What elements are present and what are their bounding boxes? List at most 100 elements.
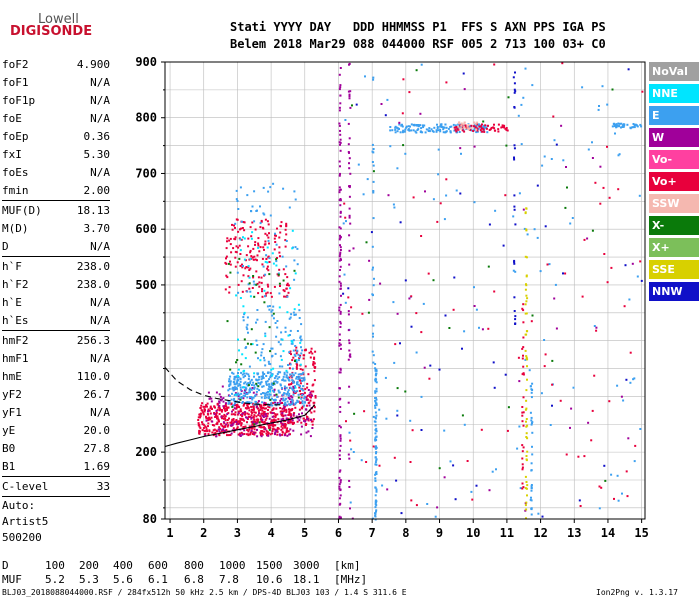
echo-point — [351, 104, 353, 107]
echo-point — [470, 127, 473, 130]
param-row: yF1 N/A — [2, 404, 110, 422]
echo-point — [245, 326, 248, 329]
echo-point — [225, 405, 228, 408]
echo-point — [294, 403, 297, 406]
echo-point — [339, 326, 342, 328]
echo-point — [344, 216, 347, 219]
echo-point — [255, 378, 258, 381]
echo-point — [423, 124, 426, 127]
echo-point — [260, 281, 263, 284]
echo-point — [231, 386, 234, 389]
legend-item-ssw: SSW — [649, 194, 699, 213]
echo-point — [352, 451, 355, 453]
echo-point — [608, 400, 611, 403]
echo-point — [246, 401, 249, 404]
echo-point — [263, 407, 266, 410]
echo-point — [271, 374, 274, 377]
echo-point — [291, 403, 294, 406]
echo-point — [235, 419, 238, 421]
echo-point — [603, 253, 606, 255]
echo-point — [520, 143, 523, 146]
echo-point — [525, 481, 528, 483]
echo-point — [398, 123, 401, 126]
echo-point — [245, 266, 248, 268]
echo-point — [290, 383, 293, 386]
echo-point — [284, 403, 287, 406]
echo-point — [263, 422, 266, 425]
echo-point — [617, 188, 620, 191]
echo-point — [303, 395, 306, 398]
chart-grid — [165, 61, 645, 520]
echo-point — [339, 449, 341, 452]
echo-point — [313, 357, 316, 360]
echo-point — [201, 421, 203, 424]
echo-point — [275, 393, 278, 396]
echo-point — [251, 398, 254, 401]
echo-point — [482, 126, 485, 129]
echo-point — [301, 372, 304, 375]
echo-point — [277, 427, 280, 430]
echo-point — [462, 72, 465, 75]
echo-point — [276, 413, 279, 416]
echo-point — [294, 246, 297, 249]
echo-point — [347, 329, 350, 332]
echo-point — [497, 130, 500, 133]
echo-point — [501, 124, 504, 127]
echo-point — [299, 385, 301, 388]
echo-point — [201, 429, 204, 432]
echo-point — [291, 388, 294, 391]
echo-point — [461, 126, 464, 129]
x-tick-label: 13 — [567, 526, 581, 540]
echo-point — [265, 382, 268, 385]
echo-point — [288, 410, 291, 413]
echo-point — [282, 397, 285, 400]
echo-point — [348, 93, 351, 96]
echo-point — [211, 431, 214, 434]
echo-point — [286, 282, 289, 285]
echo-point — [266, 234, 269, 237]
echo-point — [348, 486, 351, 488]
echo-point — [289, 363, 292, 366]
echo-point — [244, 412, 247, 415]
echo-point — [492, 361, 495, 364]
echo-point — [199, 427, 202, 430]
echo-point — [601, 85, 604, 88]
echo-point — [302, 385, 305, 388]
echo-point — [249, 226, 252, 229]
echo-point — [378, 408, 381, 411]
echo-point — [347, 453, 350, 456]
echo-point — [339, 406, 342, 408]
echo-point — [297, 396, 300, 399]
echo-point — [504, 373, 507, 376]
echo-point — [270, 420, 273, 423]
echo-point — [352, 247, 355, 250]
echo-point — [291, 379, 294, 382]
echo-point — [396, 409, 399, 412]
echo-point — [259, 381, 262, 384]
echo-point — [428, 127, 431, 130]
echo-point — [458, 127, 461, 130]
echo-point — [449, 130, 452, 133]
echo-point — [522, 373, 525, 376]
echo-point — [253, 384, 256, 387]
echo-point — [631, 262, 634, 265]
echo-point — [374, 378, 377, 381]
echo-point — [620, 126, 622, 129]
echo-point — [274, 414, 277, 417]
echo-point — [230, 251, 233, 254]
echo-point — [348, 339, 351, 342]
echo-point — [421, 131, 424, 134]
echo-point — [227, 402, 230, 405]
echo-point — [256, 428, 258, 431]
echo-point — [257, 246, 260, 249]
echo-point — [240, 238, 243, 241]
echo-point — [291, 423, 294, 425]
echo-point — [375, 504, 378, 507]
echo-point — [236, 200, 239, 202]
echo-point — [299, 341, 302, 344]
muf-value: 10.6 — [256, 573, 283, 586]
param-key: C-level — [2, 480, 49, 493]
echo-point — [339, 479, 342, 482]
echo-point — [218, 430, 221, 433]
echo-point — [265, 396, 268, 399]
